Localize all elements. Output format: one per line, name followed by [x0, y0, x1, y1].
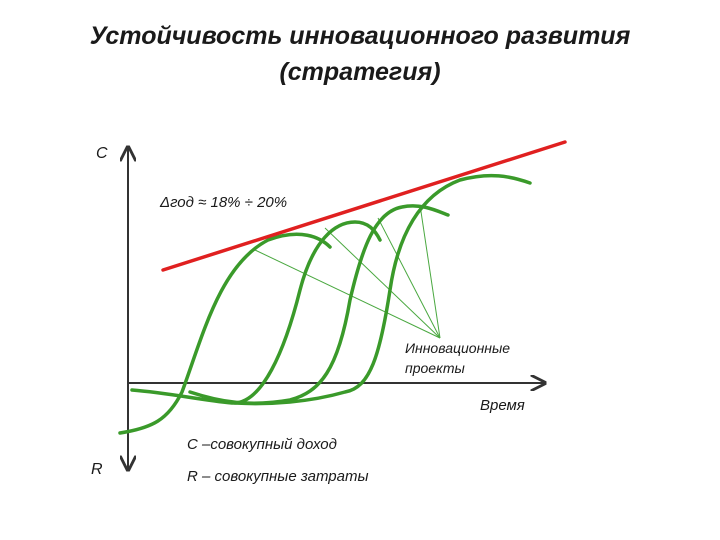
y-axis-bottom-label: R — [91, 461, 103, 478]
growth-rate-label: Δгод ≈ 18% ÷ 20% — [159, 194, 287, 211]
project-curve-2 — [130, 220, 382, 405]
pointer-line-2 — [324, 227, 441, 339]
projects-label-line-2: проекты — [405, 360, 465, 376]
project-curve-1 — [118, 232, 332, 435]
slide-title: Устойчивость инновационного развития (ст… — [0, 18, 720, 90]
trend-line — [161, 140, 567, 272]
project-curves — [118, 173, 532, 435]
legend-r-line: R – совокупные затраты — [187, 468, 369, 485]
pointer-line-3 — [377, 217, 441, 339]
legend-c-line: С –совокупный доход — [187, 436, 337, 453]
project-curve-4 — [233, 173, 532, 406]
title-line-2: (стратегия) — [279, 58, 441, 86]
x-axis-label: Время — [480, 397, 525, 414]
project-pointers — [254, 204, 441, 339]
title-line-1: Устойчивость инновационного развития — [89, 22, 631, 50]
pointer-line-4 — [419, 204, 441, 339]
pointer-line-1 — [254, 249, 441, 339]
y-axis-top-label: С — [96, 145, 108, 162]
projects-label-line-1: Инновационные — [405, 340, 510, 356]
